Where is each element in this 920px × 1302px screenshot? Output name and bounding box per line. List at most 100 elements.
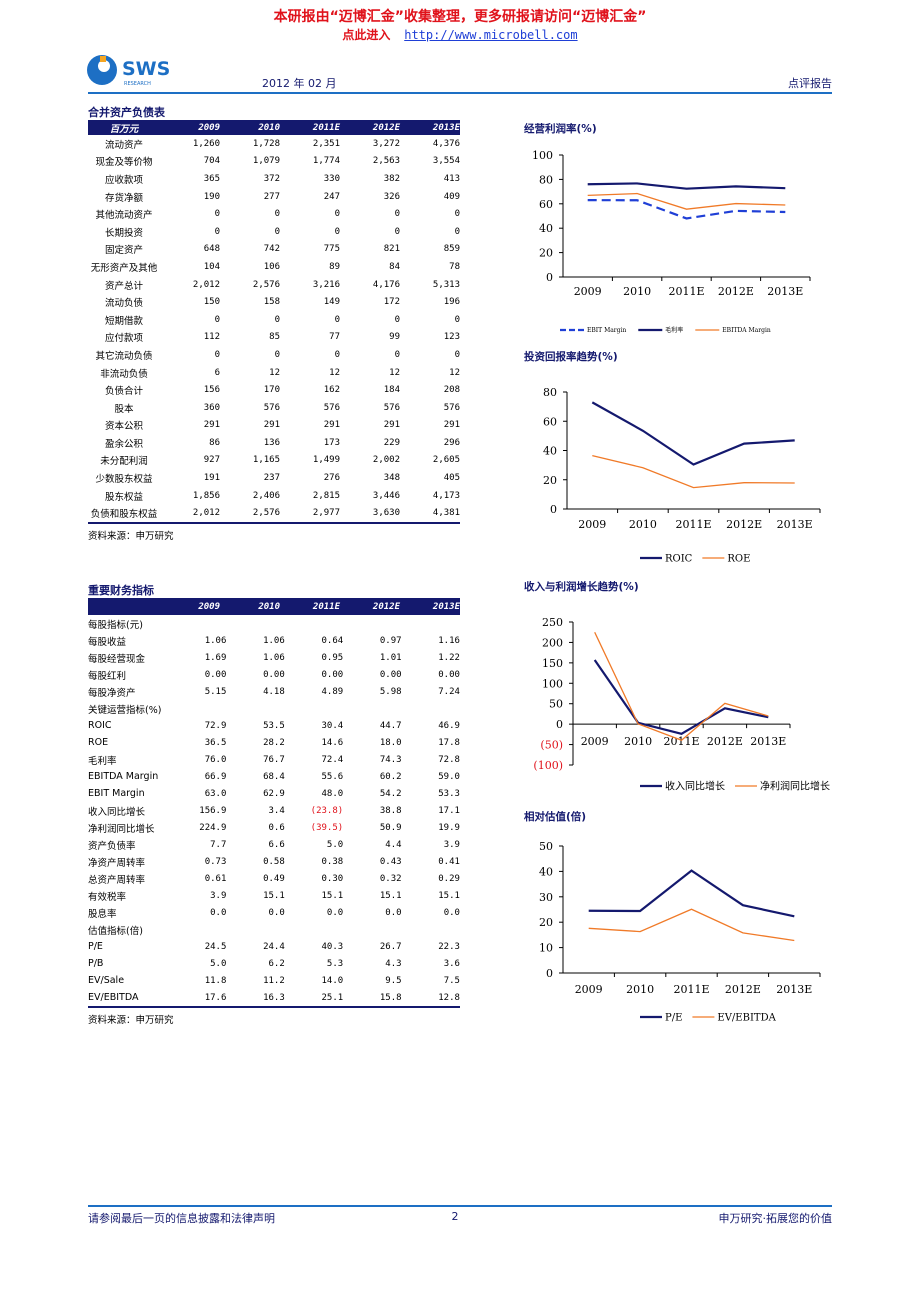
table-row: 关键运营指标(%) — [88, 700, 460, 717]
cell: 4.3 — [385, 958, 402, 969]
cell: 17.6 — [204, 992, 227, 1003]
table-row: 净资产周转率 0.73 0.58 0.38 0.43 0.41 — [88, 853, 460, 870]
cell: 0 — [394, 209, 400, 220]
cell: 1.01 — [379, 652, 402, 663]
table-row: 资产负债率 7.7 6.6 5.0 4.4 3.9 — [88, 836, 460, 853]
cell: 413 — [443, 173, 460, 184]
series-line — [587, 192, 786, 210]
cell: 0.73 — [204, 856, 227, 867]
legend-label: P/E — [665, 1013, 682, 1024]
logo-sub: RESEARCH — [124, 81, 151, 87]
cell: 704 — [203, 156, 220, 167]
cell: 0.30 — [321, 873, 344, 884]
cell: 0 — [274, 349, 280, 360]
row-label: 负债合计 — [104, 386, 143, 398]
cell: 0.41 — [438, 856, 460, 867]
header-cell: 2012E — [372, 122, 400, 133]
banner-url[interactable]: http://www.microbell.com — [404, 28, 578, 42]
cell: 68.4 — [263, 771, 285, 782]
cell: 821 — [383, 244, 400, 255]
series-line — [587, 199, 786, 220]
table-row: 负债合计 156 170 162 184 208 — [88, 381, 460, 399]
cell: 14.6 — [321, 737, 344, 748]
table-row: 无形资产及其他 104 106 89 84 78 — [88, 258, 460, 276]
legend-label: EBITDA Margin — [722, 327, 771, 334]
footer-rule — [88, 1205, 832, 1207]
series-line — [588, 869, 795, 918]
row-label: 未分配利润 — [100, 456, 148, 468]
cell: 0 — [454, 314, 460, 325]
table-row: 长期投资 0 0 0 0 0 — [88, 223, 460, 241]
cell: 5.0 — [210, 958, 227, 969]
cell: (23.8) — [310, 805, 344, 816]
cell: 0 — [214, 209, 220, 220]
row-label: 应收款项 — [104, 174, 143, 186]
cell: 40.3 — [321, 941, 344, 952]
row-label: 每股净资产 — [88, 687, 136, 699]
header-cell: 2011E — [312, 122, 340, 133]
cell: 11.8 — [204, 975, 227, 986]
cell: 0.0 — [443, 907, 460, 918]
cell: 12 — [389, 367, 400, 378]
y-tick-label: 60 — [543, 415, 557, 428]
x-tick-label: 2009 — [574, 285, 602, 298]
cell: 9.5 — [385, 975, 402, 986]
cell: (39.5) — [310, 822, 344, 833]
x-tick-label: 2013E — [777, 518, 813, 531]
cell: 18.0 — [379, 737, 402, 748]
y-tick-label: 30 — [539, 891, 553, 904]
cell: 7.5 — [443, 975, 460, 986]
cell: 22.3 — [438, 941, 460, 952]
cell: 156 — [203, 385, 220, 396]
cell: 54.2 — [379, 788, 402, 799]
cell: 76.0 — [204, 754, 227, 765]
y-tick-label: 80 — [543, 386, 557, 399]
cell: 1,774 — [312, 156, 340, 167]
cell: 0 — [274, 209, 280, 220]
cell: 348 — [383, 473, 400, 484]
cell: 3.9 — [210, 890, 227, 901]
cell: 2,605 — [432, 455, 460, 466]
cell: 0 — [394, 349, 400, 360]
table-row: 未分配利润 927 1,165 1,499 2,002 2,605 — [88, 452, 460, 470]
cell: 1.06 — [263, 652, 285, 663]
cell: 0 — [334, 349, 340, 360]
header-cell: 2013E — [432, 601, 460, 612]
cell: 150 — [203, 297, 220, 308]
cell: 4.18 — [263, 686, 285, 697]
cell: 36.5 — [204, 737, 227, 748]
x-tick-label: 2009 — [578, 518, 606, 531]
cell: 6.2 — [268, 958, 285, 969]
y-tick-label: 100 — [542, 677, 563, 690]
x-tick-label: 2011E — [668, 285, 704, 298]
cell: 1.22 — [438, 652, 460, 663]
table-row: 固定资产 648 742 775 821 859 — [88, 241, 460, 259]
cell: 6.6 — [268, 839, 285, 850]
cell: 2,012 — [192, 279, 220, 290]
cell: 229 — [383, 437, 400, 448]
cell: 0 — [274, 314, 280, 325]
report-date: 2012 年 02 月 — [262, 77, 337, 90]
cell: 648 — [203, 244, 220, 255]
cell: 0.95 — [321, 652, 344, 663]
table-title: 重要财务指标 — [88, 584, 154, 597]
cell: 409 — [443, 191, 460, 202]
row-label: 收入同比增长 — [88, 806, 146, 818]
cell: 184 — [383, 385, 400, 396]
table-row: EV/Sale 11.8 11.2 14.0 9.5 7.5 — [88, 972, 460, 989]
header-cell: 2013E — [432, 122, 460, 133]
indicators-table: 重要财务指标 2009 2010 2011E 2012E 2013E 每股指标(元) 每股收益… — [88, 582, 460, 1026]
footer-disclaimer: 请参阅最后一页的信息披露和法律声明 — [88, 1212, 275, 1225]
cell: 3,554 — [432, 156, 460, 167]
cell: 3.4 — [268, 805, 285, 816]
cell: 1,856 — [192, 490, 220, 501]
series-line — [593, 659, 769, 736]
row-label: 流动负债 — [104, 298, 143, 310]
cell: 2,351 — [312, 138, 340, 149]
header-cell: 百万元 — [109, 123, 139, 135]
y-tick-label: 50 — [549, 698, 563, 711]
cell: 291 — [263, 420, 280, 431]
cell: 24.4 — [263, 941, 285, 952]
cell: 50.9 — [379, 822, 402, 833]
